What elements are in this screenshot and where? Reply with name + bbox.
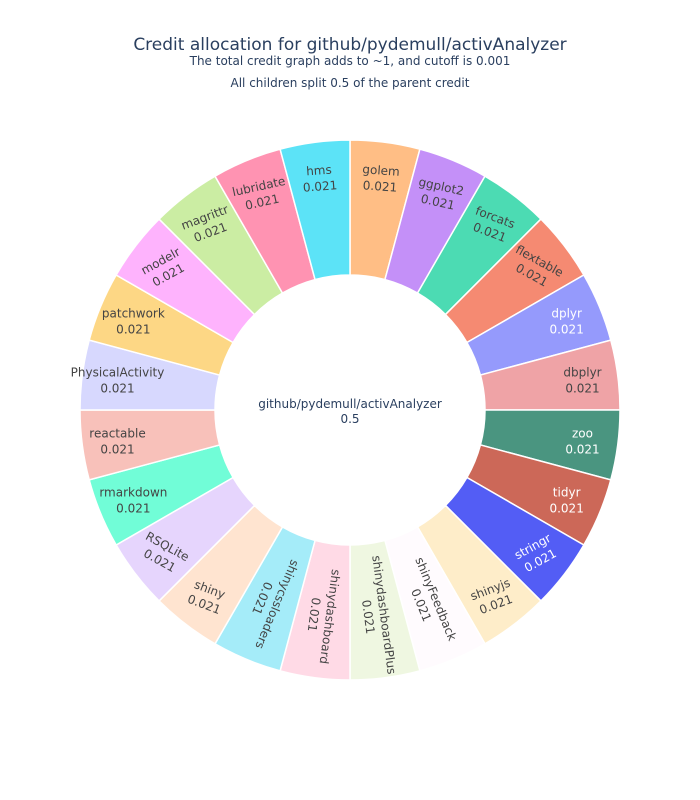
segment-name: patchwork — [102, 306, 165, 320]
segment-hms[interactable] — [279, 139, 351, 281]
segment-name: rmarkdown — [99, 486, 167, 500]
segment-label-tidyr: tidyr 0.021 — [549, 486, 583, 516]
segment-name: zoo — [572, 427, 593, 441]
segment-name: golem — [362, 162, 400, 179]
segment-name: PhysicalActivity — [71, 365, 165, 379]
segment-label-zoo: zoo 0.021 — [565, 427, 599, 457]
segment-value: 0.021 — [362, 178, 397, 194]
segment-value: 0.021 — [305, 597, 323, 633]
root-label: github/pydemull/activAnalyzer — [258, 397, 442, 411]
chart-title: Credit allocation for github/pydemull/ac… — [133, 35, 566, 55]
segment-value: 0.021 — [359, 599, 377, 635]
segment-value: 0.021 — [100, 381, 134, 395]
root-segment[interactable]: github/pydemull/activAnalyzer 0.5 — [258, 397, 442, 426]
segment-label-dplyr: dplyr 0.021 — [549, 306, 583, 336]
segment-name: dplyr — [551, 306, 582, 320]
segment-value: 0.021 — [116, 322, 150, 336]
segment-label-rmarkdown: rmarkdown 0.021 — [99, 486, 167, 516]
segment-value: 0.021 — [116, 502, 150, 516]
segment-value: 0.021 — [100, 443, 134, 457]
segment-value: 0.021 — [549, 502, 583, 516]
chart-subtitle-1: The total credit graph adds to ~1, and c… — [189, 54, 511, 68]
segment-value: 0.021 — [565, 443, 599, 457]
segment-name: reactable — [89, 427, 145, 441]
segment-label-patchwork: patchwork 0.021 — [102, 306, 165, 336]
segment-label-dbplyr: dbplyr 0.021 — [563, 365, 601, 395]
segment-name: hms — [306, 163, 332, 179]
chart-subtitle-2: All children split 0.5 of the parent cre… — [231, 76, 470, 90]
root-value: 0.5 — [340, 412, 359, 426]
segment-value: 0.021 — [302, 178, 337, 194]
segment-name: dbplyr — [563, 365, 601, 379]
segment-value: 0.021 — [565, 381, 599, 395]
segment-label-reactable: reactable 0.021 — [89, 427, 145, 457]
segments-group — [79, 139, 621, 681]
segment-name: tidyr — [553, 486, 581, 500]
segment-value: 0.021 — [549, 322, 583, 336]
segment-label-physicalactivity: PhysicalActivity 0.021 — [71, 365, 165, 395]
